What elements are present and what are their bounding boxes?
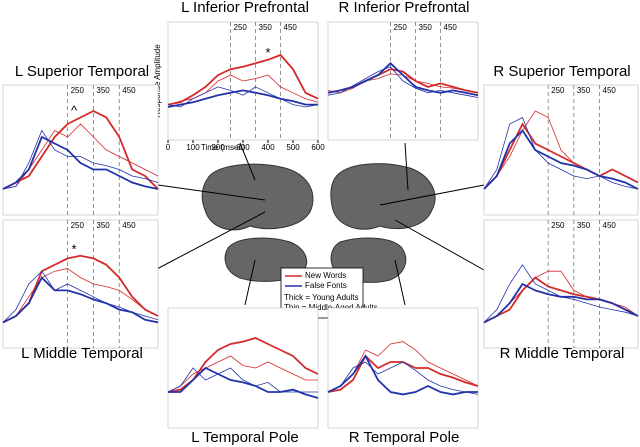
marker-label: 250 bbox=[551, 86, 565, 95]
panel-title: L Superior Temporal bbox=[15, 63, 149, 80]
marker-label: 450 bbox=[122, 86, 136, 95]
marker-label: 250 bbox=[71, 221, 85, 230]
series-line bbox=[167, 89, 318, 108]
plot-frame bbox=[2, 84, 159, 216]
series-line bbox=[2, 109, 159, 190]
y-axis-label: Response Amplitude bbox=[153, 44, 162, 118]
plot-frame bbox=[483, 219, 639, 349]
x-tick-label: 500 bbox=[286, 143, 300, 152]
series-line bbox=[483, 116, 639, 190]
panel-title: L Inferior Prefrontal bbox=[181, 0, 309, 16]
marker-label: 350 bbox=[96, 221, 110, 230]
legend-note: Thick = Young Adults bbox=[284, 293, 359, 302]
panel-title: R Middle Temporal bbox=[500, 345, 625, 362]
x-tick-label: 100 bbox=[186, 143, 200, 152]
connector bbox=[244, 259, 256, 306]
series-line bbox=[2, 129, 159, 190]
x-tick-label: 600 bbox=[311, 143, 325, 152]
connector bbox=[394, 259, 406, 306]
marker-label: 250 bbox=[71, 86, 85, 95]
series-line bbox=[167, 367, 318, 393]
marker-label: 350 bbox=[577, 86, 591, 95]
marker-label: 450 bbox=[603, 86, 617, 95]
series-line bbox=[167, 53, 319, 106]
annotation: * bbox=[72, 241, 77, 256]
marker-label: 250 bbox=[234, 23, 248, 32]
series-line bbox=[2, 135, 159, 190]
panel-title: L Middle Temporal bbox=[21, 345, 143, 362]
marker-label: 350 bbox=[577, 221, 591, 230]
panel-title: L Temporal Pole bbox=[191, 429, 299, 446]
annotation: * bbox=[265, 45, 270, 60]
panel: L Inferior Prefrontal 250 350 450 0 100 200 300… bbox=[153, 0, 325, 152]
x-axis-label: Time (msec) bbox=[201, 143, 245, 152]
marker-label: 450 bbox=[122, 221, 136, 230]
series-line bbox=[327, 361, 479, 395]
marker-label: 350 bbox=[419, 23, 433, 32]
plot-frame bbox=[327, 307, 479, 429]
series-line bbox=[2, 268, 159, 323]
x-tick-label: 0 bbox=[166, 143, 171, 152]
x-tick-label: 200 bbox=[211, 143, 225, 152]
series-line bbox=[327, 62, 479, 97]
panel: R Inferior Prefrontal 250 350 450 bbox=[327, 0, 479, 141]
marker-label: 350 bbox=[96, 86, 110, 95]
right-brain-lateral bbox=[330, 163, 436, 230]
connector bbox=[239, 142, 256, 181]
connector bbox=[394, 219, 485, 271]
series-line bbox=[167, 355, 318, 393]
connector bbox=[154, 211, 266, 271]
left-brain-lateral bbox=[201, 163, 314, 231]
panel: L Superior Temporal 250 350 450 ^ bbox=[2, 63, 159, 216]
marker-label: 250 bbox=[394, 23, 408, 32]
series-line bbox=[483, 129, 639, 190]
panel: R Middle Temporal 250 350 450 bbox=[483, 219, 639, 362]
series-line bbox=[167, 86, 319, 108]
annotation: ^ bbox=[71, 103, 78, 118]
legend-label: False Fonts bbox=[305, 281, 347, 290]
connectors bbox=[154, 142, 485, 306]
connector bbox=[379, 184, 485, 206]
panel-title: R Superior Temporal bbox=[493, 63, 630, 80]
x-tick-label: 300 bbox=[236, 143, 250, 152]
panel: R Temporal Pole bbox=[327, 307, 479, 446]
series-line bbox=[168, 366, 319, 399]
marker-label: 450 bbox=[603, 221, 617, 230]
plot-frame bbox=[2, 219, 159, 349]
series-line bbox=[2, 270, 159, 323]
marker-label: 450 bbox=[284, 23, 298, 32]
panel: R Superior Temporal 250 350 450 bbox=[483, 63, 639, 216]
connector bbox=[157, 184, 266, 201]
series-line bbox=[483, 264, 639, 323]
panel: L Temporal Pole bbox=[167, 307, 319, 446]
series-line bbox=[327, 354, 478, 396]
series-line bbox=[483, 122, 639, 190]
series-line bbox=[327, 66, 479, 98]
panel-title: R Temporal Pole bbox=[349, 429, 460, 446]
connector bbox=[404, 142, 409, 191]
panel-title: R Inferior Prefrontal bbox=[339, 0, 470, 16]
marker-label: 350 bbox=[259, 23, 273, 32]
x-tick-label: 400 bbox=[261, 143, 275, 152]
brain-images bbox=[201, 163, 436, 283]
plot-frame bbox=[167, 307, 319, 429]
marker-label: 250 bbox=[551, 221, 565, 230]
legend-note: Thin = Middle-Aged Adults bbox=[284, 303, 378, 312]
marker-label: 450 bbox=[444, 23, 458, 32]
legend-label: New Words bbox=[305, 271, 346, 280]
panel: L Middle Temporal 250 350 450 * bbox=[2, 219, 159, 362]
